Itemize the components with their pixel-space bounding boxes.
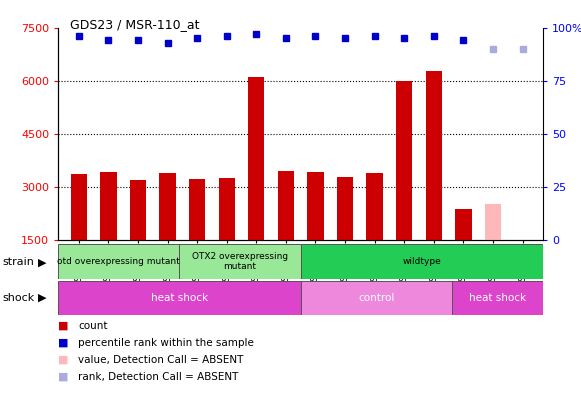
- Bar: [514, 240, 530, 286]
- Text: percentile rank within the sample: percentile rank within the sample: [78, 337, 254, 348]
- Text: strain: strain: [3, 257, 35, 267]
- Bar: [337, 177, 353, 240]
- Bar: [58, 281, 301, 315]
- Bar: [485, 204, 501, 240]
- Bar: [248, 77, 264, 240]
- Text: count: count: [78, 320, 108, 331]
- Text: ■: ■: [58, 337, 69, 348]
- Bar: [301, 244, 543, 279]
- Bar: [367, 173, 383, 240]
- Text: rank, Detection Call = ABSENT: rank, Detection Call = ABSENT: [78, 371, 239, 382]
- Text: ■: ■: [58, 354, 69, 365]
- Text: GDS23 / MSR-110_at: GDS23 / MSR-110_at: [70, 18, 199, 31]
- Bar: [159, 173, 175, 240]
- Bar: [71, 174, 87, 240]
- Text: value, Detection Call = ABSENT: value, Detection Call = ABSENT: [78, 354, 244, 365]
- Text: wildtype: wildtype: [403, 257, 442, 266]
- Text: ▶: ▶: [38, 293, 46, 303]
- Bar: [396, 82, 413, 240]
- Bar: [58, 244, 180, 279]
- Text: otd overexpressing mutant: otd overexpressing mutant: [58, 257, 180, 266]
- Text: control: control: [358, 293, 394, 303]
- Bar: [180, 244, 301, 279]
- Bar: [426, 71, 442, 240]
- Text: OTX2 overexpressing
mutant: OTX2 overexpressing mutant: [192, 252, 288, 271]
- Bar: [456, 209, 472, 240]
- Bar: [307, 173, 324, 240]
- Text: ■: ■: [58, 320, 69, 331]
- Text: ■: ■: [58, 371, 69, 382]
- Bar: [278, 171, 294, 240]
- Bar: [130, 179, 146, 240]
- Bar: [101, 173, 117, 240]
- Bar: [218, 179, 235, 240]
- Bar: [301, 281, 452, 315]
- Text: heat shock: heat shock: [469, 293, 526, 303]
- Text: heat shock: heat shock: [151, 293, 208, 303]
- Bar: [189, 179, 205, 240]
- Text: ▶: ▶: [38, 257, 46, 267]
- Bar: [452, 281, 543, 315]
- Text: shock: shock: [3, 293, 35, 303]
